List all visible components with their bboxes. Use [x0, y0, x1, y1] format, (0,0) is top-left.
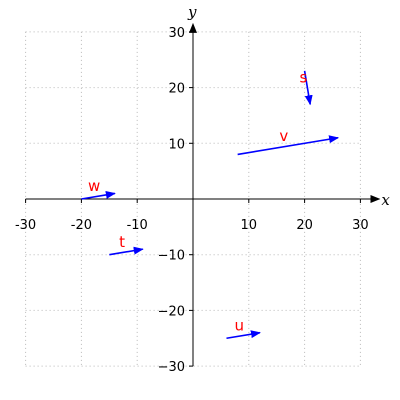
y-tick-label: 10 [168, 137, 185, 152]
x-tick-label: 10 [241, 218, 258, 233]
y-tick-label: 30 [168, 26, 185, 41]
vector-t: t [109, 233, 144, 256]
vector-arrow [109, 246, 144, 256]
vector-u: u [226, 316, 261, 340]
vector-arrow [226, 330, 261, 340]
vector-label: t [119, 233, 125, 251]
vector-label: s [299, 69, 307, 87]
y-tick-label: 20 [168, 82, 185, 97]
vector-s: s [299, 69, 313, 106]
vector-arrow [237, 135, 340, 156]
vectors: s v w t u [81, 69, 340, 340]
x-tick-label: 20 [296, 218, 313, 233]
axes [25, 22, 381, 367]
vector-v: v [237, 127, 340, 156]
vector-label: w [88, 177, 100, 195]
vector-w: w [81, 177, 116, 200]
x-tick-label: -10 [127, 218, 148, 233]
x-tick-label: -20 [71, 218, 92, 233]
vector-label: v [279, 127, 288, 145]
vector-label: u [234, 316, 244, 334]
y-tick-label: −10 [158, 249, 185, 264]
y-axis-label: y [187, 3, 197, 21]
x-tick-label: -30 [15, 218, 36, 233]
y-tick-label: −20 [158, 304, 185, 319]
x-tick-label: 30 [352, 218, 369, 233]
ticks: -30 -20 -10 10 20 30 −30 −20 −10 10 20 30 [15, 26, 369, 375]
y-tick-label: −30 [158, 360, 185, 375]
vector-arrow [303, 70, 313, 106]
vector-arrow [81, 190, 116, 200]
x-axis-label: x [381, 191, 390, 209]
